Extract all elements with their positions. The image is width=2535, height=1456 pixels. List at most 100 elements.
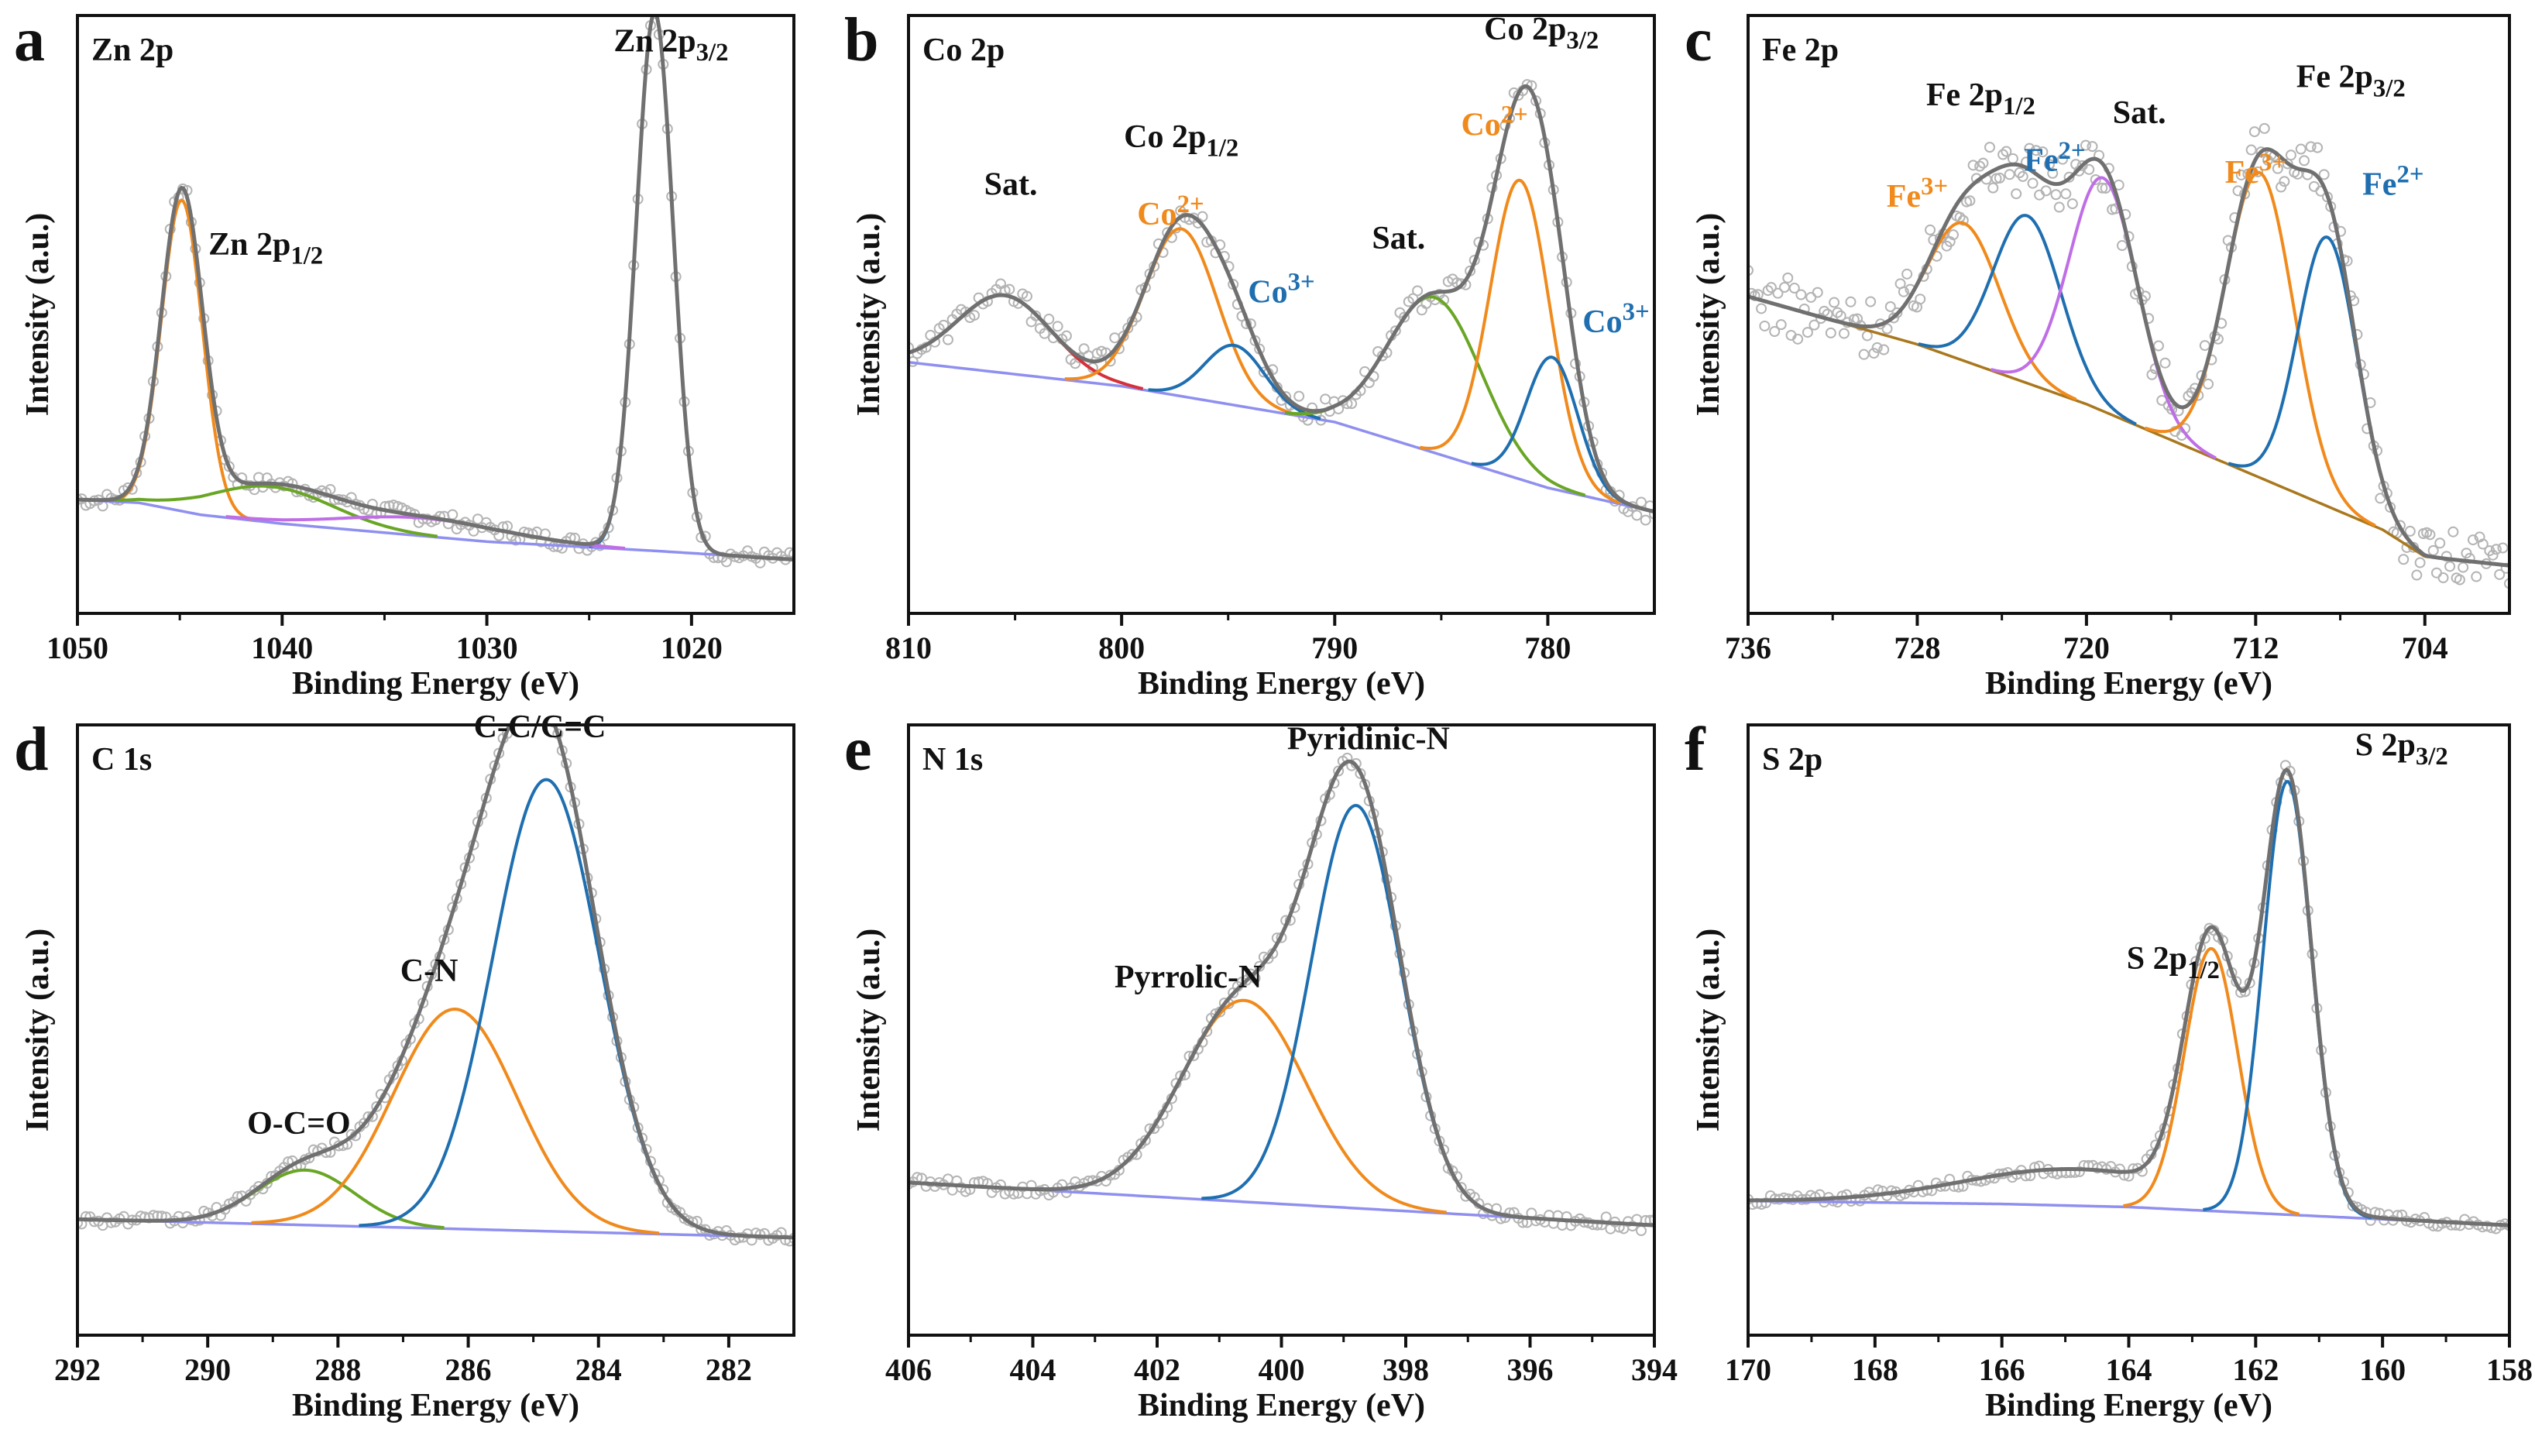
data-point [1412,285,1424,297]
data-point [2087,141,2098,153]
peak-label: C-C/C=C [474,709,606,745]
data-point [1765,282,1777,294]
y-axis-label: Intensity (a.u.) [1691,929,1726,1132]
data-point [1858,349,1870,360]
data-point [1399,311,1410,323]
data-point [2430,567,2442,579]
data-point [2004,169,2015,180]
data-point [1974,160,1986,172]
panel-letter: f [1685,716,1706,784]
data-point [2471,571,2482,582]
envelope-curve [77,15,794,562]
data-point [1109,332,1121,344]
x-tick-label: 712 [2232,630,2279,665]
data-point [2458,561,2469,573]
data-point [2398,554,2410,565]
data-point [2001,146,2012,157]
data-point [2272,163,2283,174]
data-point [733,1232,745,1244]
peak-label: C-N [400,953,459,989]
x-tick-label: 790 [1311,630,1358,665]
data-point [2490,544,2502,555]
data-point [1925,224,1936,235]
data-point [1455,278,1467,290]
data-point [2497,542,2509,554]
baseline-curve [77,498,794,561]
envelope-curve [1748,767,2509,1228]
data-point [1759,320,1771,331]
data-point [2305,141,2317,153]
x-tick-label: 1020 [661,630,723,665]
peak-label: Co3+ [1248,269,1314,311]
peak-label: Zn 2p3/2 [613,23,728,67]
component-fe2- [1918,214,2137,426]
envelope-curve [909,84,1654,514]
data-point [2444,561,2456,572]
peak-label: Sat. [2113,95,2166,131]
raw-data-points [77,15,794,568]
data-point [938,319,950,331]
data-point [1254,960,1266,972]
data-point [942,334,953,345]
data-point [1596,1219,1608,1231]
component-s-2p1-2 [2123,946,2300,1216]
x-tick-label: 728 [1894,630,1940,665]
data-point [1762,285,1774,297]
x-tick-label: 1050 [46,630,108,665]
data-point [1832,307,1843,318]
data-point [1947,229,1959,241]
data-point [1748,265,1754,276]
data-point [1782,272,1794,283]
data-point [1649,1214,1654,1226]
data-point [2060,188,2072,200]
data-point [1884,300,1896,312]
data-point [510,534,521,546]
data-point [1636,1225,1647,1237]
panel-title: Co 2p [922,33,1005,68]
peak-label: Pyridinic-N [1287,722,1450,757]
data-point [1997,149,2009,160]
data-point [2007,153,2018,164]
y-axis-label: Intensity (a.u.) [20,929,56,1132]
data-point [2066,198,2078,210]
component-fe2- [2228,235,2427,558]
data-point [1779,281,1791,293]
x-tick-label: 720 [2063,630,2110,665]
panel-letter: a [14,6,45,74]
data-point [1898,286,1909,297]
data-point [1043,314,1055,325]
plot-area [77,15,794,568]
x-tick-label: 290 [184,1352,231,1387]
data-point [1977,157,1989,169]
peak-label: Co 2p1/2 [1124,119,1238,163]
data-point [2450,1219,2461,1231]
panel-letter: e [844,716,872,784]
data-point [2414,557,2426,568]
data-point [1521,79,1533,91]
data-point [2146,369,2158,380]
data-point [2308,180,2320,192]
x-tick-label: 292 [54,1352,101,1387]
x-tick-label: 160 [2359,1352,2406,1387]
data-point [1878,344,1890,355]
data-point [2037,146,2049,158]
x-tick-label: 394 [1631,1352,1678,1387]
plot-frame [907,14,1656,615]
data-point [1891,307,1903,318]
panel-letter: d [14,716,49,784]
baseline-curve [1748,295,2509,567]
data-point [1994,172,2005,184]
data-point [1984,142,1995,153]
data-point [105,1217,117,1228]
x-tick-label: 288 [314,1352,361,1387]
x-tick-label: 170 [1725,1352,1771,1387]
data-point [2477,538,2489,550]
data-point [1865,296,1877,307]
data-point [1772,287,1784,299]
data-point [1197,211,1208,222]
data-point [2375,493,2386,504]
component-zn-2p3-2 [589,15,721,556]
component-fe3- [2144,170,2376,527]
x-tick-label: 736 [1725,630,1771,665]
peak-label: Co2+ [1461,101,1527,143]
